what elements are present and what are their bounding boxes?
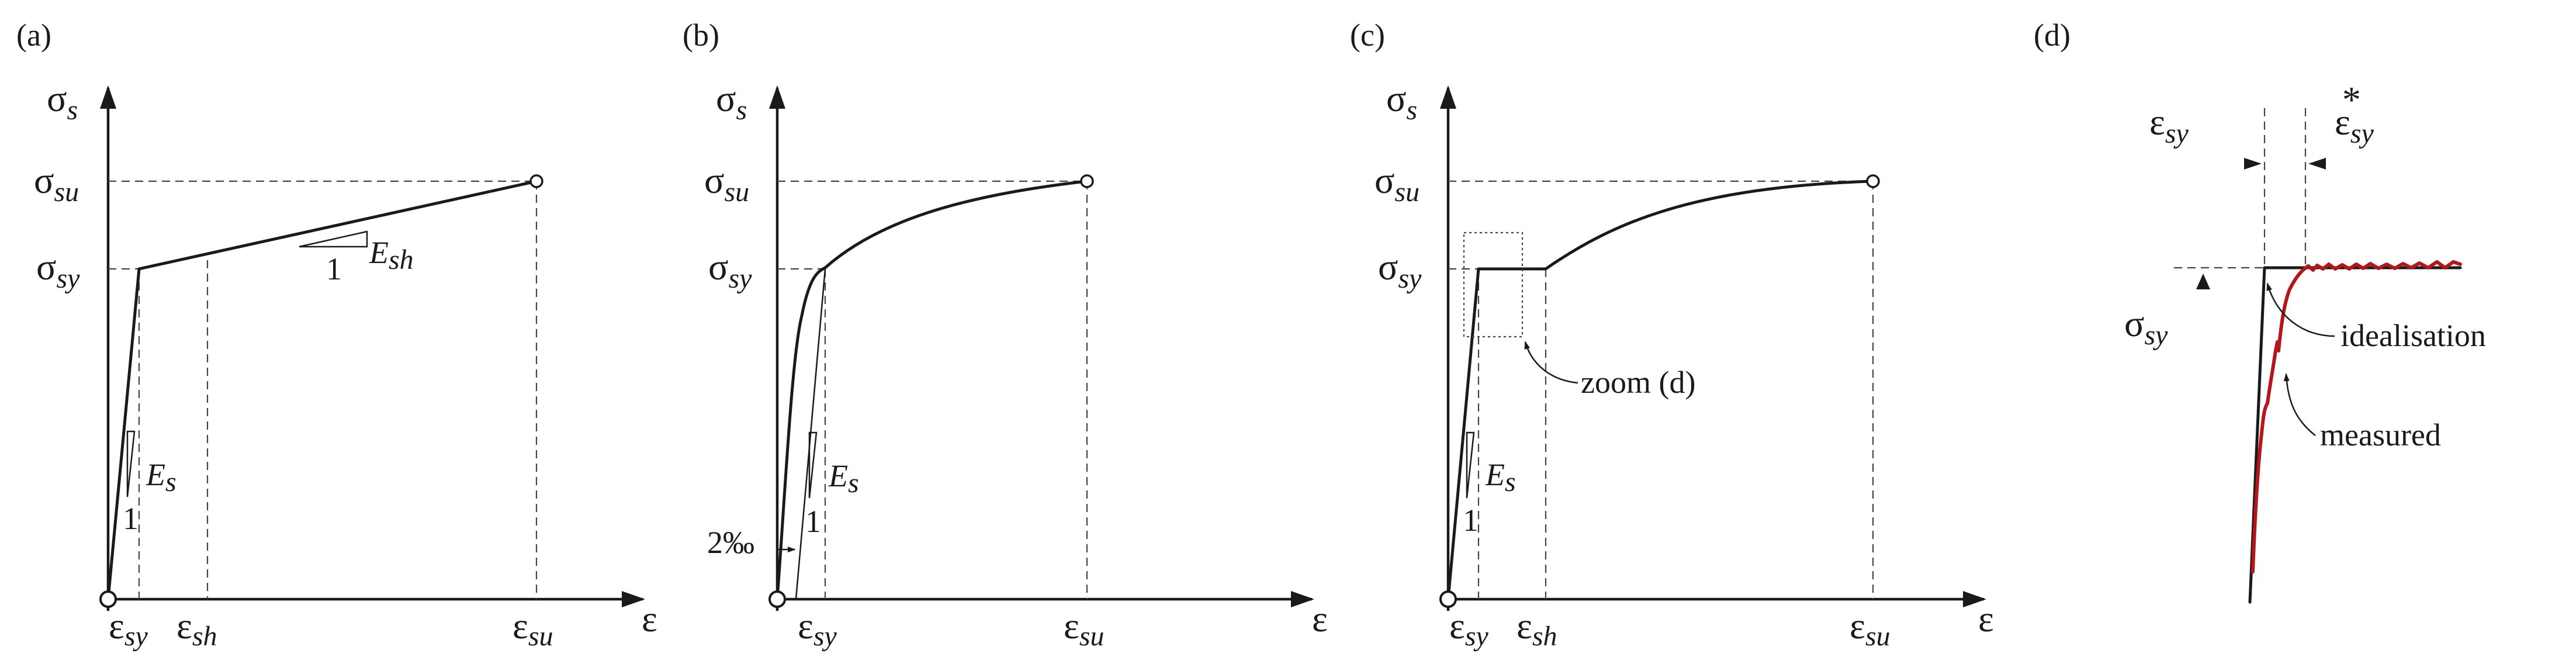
panel-b-ultimate-point [1080,174,1094,188]
panel-b-tick-sigma-su: σsu [704,160,749,208]
panel-a-es-one: 1 [123,501,139,536]
panel-d-eps-sy-star-arrowhead [2308,158,2326,170]
panel-c-tick-eps-sy: εsy [1449,605,1489,652]
panel-c: (c) σs ε σsu σsy εsy εsh εsu 1 Es zoom (… [1350,18,1994,652]
panel-c-x-axis-label: ε [1978,598,1994,640]
panel-b-rounded-curve [775,179,1089,601]
panel-b-tick-eps-sy: εsy [798,605,837,652]
panel-a-tick-eps-su: εsu [513,605,553,652]
panel-c-y-axis-label: σs [1386,78,1417,126]
panel-d-measured-curve [2251,260,2462,573]
panel-b-tick-sigma-sy: σsy [708,246,752,294]
panel-a-x-axis-label: ε [642,598,657,640]
panel-d-measured-label: measured [2320,417,2441,452]
panel-a-es-triangle [126,430,136,497]
panel-c-zoom-label: zoom (d) [1581,365,1695,400]
panel-d-eps-sy-label: εsy [2149,101,2189,149]
panel-c-origin [1439,590,1457,608]
panel-c-zoom-arrow [1524,341,1578,384]
panel-b-x-axis-label: ε [1312,598,1328,640]
panel-a-esh-one: 1 [326,251,342,286]
panel-a-tick-eps-sh: εsh [176,605,217,652]
panel-c-es-label: Es [1485,457,1516,497]
panel-b-origin [768,590,786,608]
panel-b-tick-eps-su: εsu [1064,605,1105,652]
panel-a-origin [99,590,117,608]
panel-a-esh-label: Esh [369,235,414,275]
panel-b-es-label: Es [828,458,859,499]
panel-c-tick-eps-sh: εsh [1516,605,1557,652]
panel-c-plateau-curve [1446,179,1875,601]
panel-a-ultimate-point [529,174,543,188]
panel-d-idealisation-arrow [2266,282,2335,337]
panel-d-idealisation-label: idealisation [2340,318,2486,353]
panel-d-sigma-sy-arrowhead [2196,274,2210,289]
panel-a-tick-sigma-su: σsu [34,160,79,208]
panel-d-measured-arrow [2283,373,2316,436]
panel-b-offset-label: 2‰ [707,525,754,560]
panel-c-es-one: 1 [1463,503,1479,538]
panel-b-label: (b) [683,18,719,53]
panel-a-tick-sigma-sy: σsy [36,246,80,294]
panel-a-bilinear-curve [106,179,538,601]
panel-d-sigma-sy-label: σsy [2124,303,2168,351]
panel-d-eps-sy-arrowhead [2244,158,2262,170]
panel-c-es-triangle [1466,431,1475,499]
panel-c-tick-sigma-sy: σsy [1378,246,1422,294]
panel-b: (b) σs ε σsu σsy εsy εsu 1 Es 2‰ [683,18,1328,652]
panel-c-ultimate-point [1866,174,1880,188]
panel-c-label: (c) [1350,18,1385,53]
panel-a-es-label: Es [146,457,176,497]
panel-a-label: (a) [16,18,51,53]
panel-d: (d) εsy εsy* σsy idealisation measured [2034,18,2486,604]
panel-a-tick-eps-sy: εsy [109,605,148,652]
panel-b-es-triangle [808,431,818,499]
panel-a: (a) σs ε σsu σsy εsy εsh εsu 1 Esh 1 Es [16,18,657,652]
panel-a-esh-triangle [299,230,368,248]
panel-b-offset-line [795,268,826,600]
panel-d-eps-sy-star-label: εsy* [2335,79,2374,149]
panel-c-tick-sigma-su: σsu [1374,160,1419,208]
panel-c-zoom-box [1463,231,1524,338]
panel-a-y-axis-label: σs [47,78,78,126]
panel-b-y-axis-label: σs [716,78,747,126]
panel-c-tick-eps-su: εsu [1850,605,1891,652]
panel-d-label: (d) [2034,18,2071,53]
panel-b-es-one: 1 [805,504,821,539]
